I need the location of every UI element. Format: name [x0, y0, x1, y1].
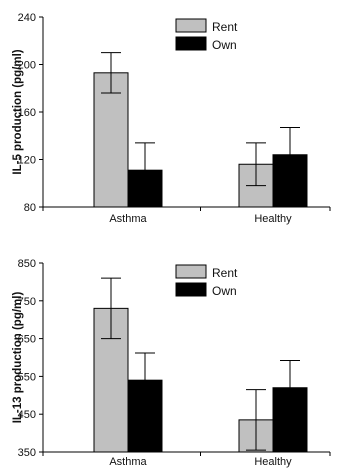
y-tick-label: 750 [18, 296, 36, 308]
bar-own-asthma [127, 379, 163, 453]
bar-own-asthma [127, 169, 163, 208]
x-tick-label: Asthma [109, 213, 147, 225]
x-tick-label: Healthy [254, 213, 292, 225]
y-tick-label: 240 [18, 12, 36, 24]
legend-label-own: Own [212, 284, 237, 298]
legend-label-own: Own [212, 38, 237, 52]
y-tick-label: 200 [18, 60, 36, 72]
legend-swatch-own [175, 36, 207, 51]
y-tick-label: 550 [18, 371, 36, 383]
legend-swatch-rent [175, 264, 207, 279]
bar-rent-asthma [93, 72, 129, 208]
legend-swatch-own [175, 282, 207, 297]
bar-own-healthy [272, 387, 308, 453]
bar-own-healthy [272, 154, 308, 208]
y-tick-label: 350 [18, 447, 36, 459]
chart-panel-1: 80 120 160 200 240 IL-5 production (pg/ml) Ast… [12, 12, 331, 225]
y-axis-label: IL-13 production (pg/ml) [12, 292, 24, 424]
x-tick-label: Asthma [109, 456, 147, 468]
y-tick-label: 450 [18, 409, 36, 421]
y-tick-label: 80 [24, 202, 36, 214]
y-tick-label: 160 [18, 107, 36, 119]
y-tick-label: 850 [18, 258, 36, 270]
y-tick-label: 120 [18, 155, 36, 167]
legend-swatch-rent [175, 18, 207, 33]
y-axis-label: IL-5 production (pg/ml) [12, 49, 24, 174]
legend-label-rent: Rent [212, 20, 238, 34]
y-tick-label: 650 [18, 334, 36, 346]
chart-panel-2: 350 450 550 650 750 850 IL-13 production (pg/m… [12, 258, 331, 468]
x-tick-label: Healthy [254, 456, 292, 468]
legend-label-rent: Rent [212, 266, 238, 280]
